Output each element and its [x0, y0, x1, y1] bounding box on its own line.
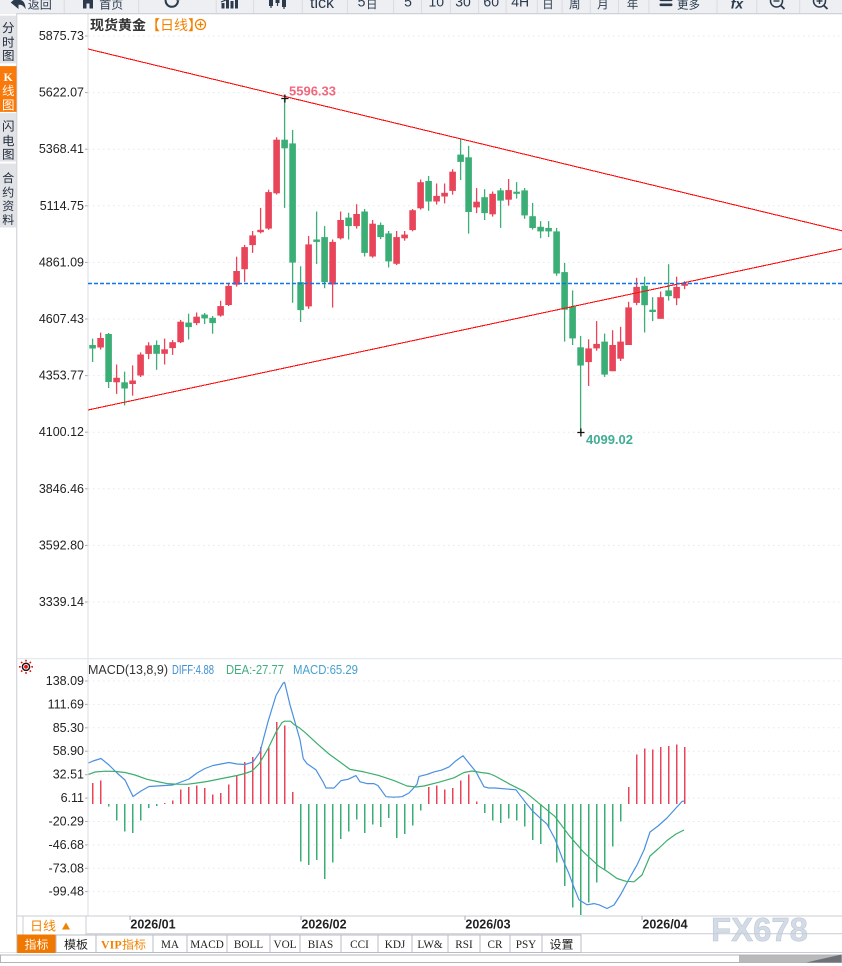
svg-text:6.11: 6.11: [61, 791, 84, 805]
svg-text:DIFF:4.88: DIFF:4.88: [172, 662, 214, 677]
svg-text:138.09: 138.09: [46, 674, 84, 688]
svg-text:2026/03: 2026/03: [465, 918, 510, 932]
svg-text:FX678: FX678: [711, 911, 808, 948]
svg-text:3339.14: 3339.14: [39, 595, 84, 609]
svg-text:32.51: 32.51: [53, 768, 84, 782]
svg-text:MACD:65.29: MACD:65.29: [293, 662, 358, 677]
svg-text:58.90: 58.90: [53, 744, 84, 758]
svg-text:BIAS: BIAS: [308, 939, 334, 951]
svg-text:tick: tick: [310, 0, 335, 12]
svg-text:RSI: RSI: [455, 939, 473, 951]
svg-text:5: 5: [358, 0, 366, 10]
svg-text:-20.29: -20.29: [49, 815, 84, 829]
svg-text:111.69: 111.69: [48, 697, 84, 711]
svg-text:5368.41: 5368.41: [39, 142, 84, 156]
svg-text:CCI: CCI: [350, 939, 369, 951]
svg-text:fx: fx: [731, 0, 745, 12]
svg-text:5875.73: 5875.73: [39, 29, 84, 43]
svg-text:5596.33: 5596.33: [289, 84, 336, 99]
svg-text:MACD(13,8,9): MACD(13,8,9): [88, 662, 168, 677]
svg-text:KDJ: KDJ: [385, 939, 406, 951]
svg-text:30: 30: [455, 0, 471, 10]
svg-text:5114.75: 5114.75: [40, 199, 84, 213]
svg-text:VOL: VOL: [274, 939, 297, 951]
svg-text:LW&: LW&: [417, 939, 443, 951]
svg-text:4H: 4H: [511, 0, 529, 10]
svg-text:-46.68: -46.68: [49, 838, 84, 852]
svg-text:4861.09: 4861.09: [39, 255, 84, 269]
svg-text:-99.48: -99.48: [49, 885, 84, 899]
svg-text:85.30: 85.30: [53, 721, 84, 735]
svg-text:PSY: PSY: [516, 939, 537, 951]
svg-text:4100.12: 4100.12: [39, 425, 84, 439]
svg-text:K: K: [4, 70, 14, 84]
svg-text:2026/01: 2026/01: [130, 918, 175, 932]
svg-text:5622.07: 5622.07: [39, 86, 84, 100]
svg-text:2026/04: 2026/04: [642, 918, 687, 932]
svg-text:VIP: VIP: [101, 938, 122, 952]
svg-text:10: 10: [429, 0, 445, 10]
svg-text:2026/02: 2026/02: [301, 918, 346, 932]
svg-text:MA: MA: [161, 939, 179, 951]
svg-text:BOLL: BOLL: [234, 939, 263, 951]
svg-text:60: 60: [483, 0, 499, 10]
svg-text:CR: CR: [488, 939, 503, 951]
svg-text:3592.80: 3592.80: [39, 538, 84, 552]
svg-text:MACD: MACD: [190, 939, 224, 951]
svg-text:-73.08: -73.08: [49, 861, 84, 875]
svg-text:4099.02: 4099.02: [586, 432, 633, 447]
svg-text:4607.43: 4607.43: [39, 312, 84, 326]
svg-text:3846.46: 3846.46: [39, 482, 84, 496]
svg-text:4353.77: 4353.77: [39, 369, 84, 383]
svg-text:5: 5: [404, 0, 412, 10]
svg-text:DEA:-27.77: DEA:-27.77: [226, 662, 284, 677]
